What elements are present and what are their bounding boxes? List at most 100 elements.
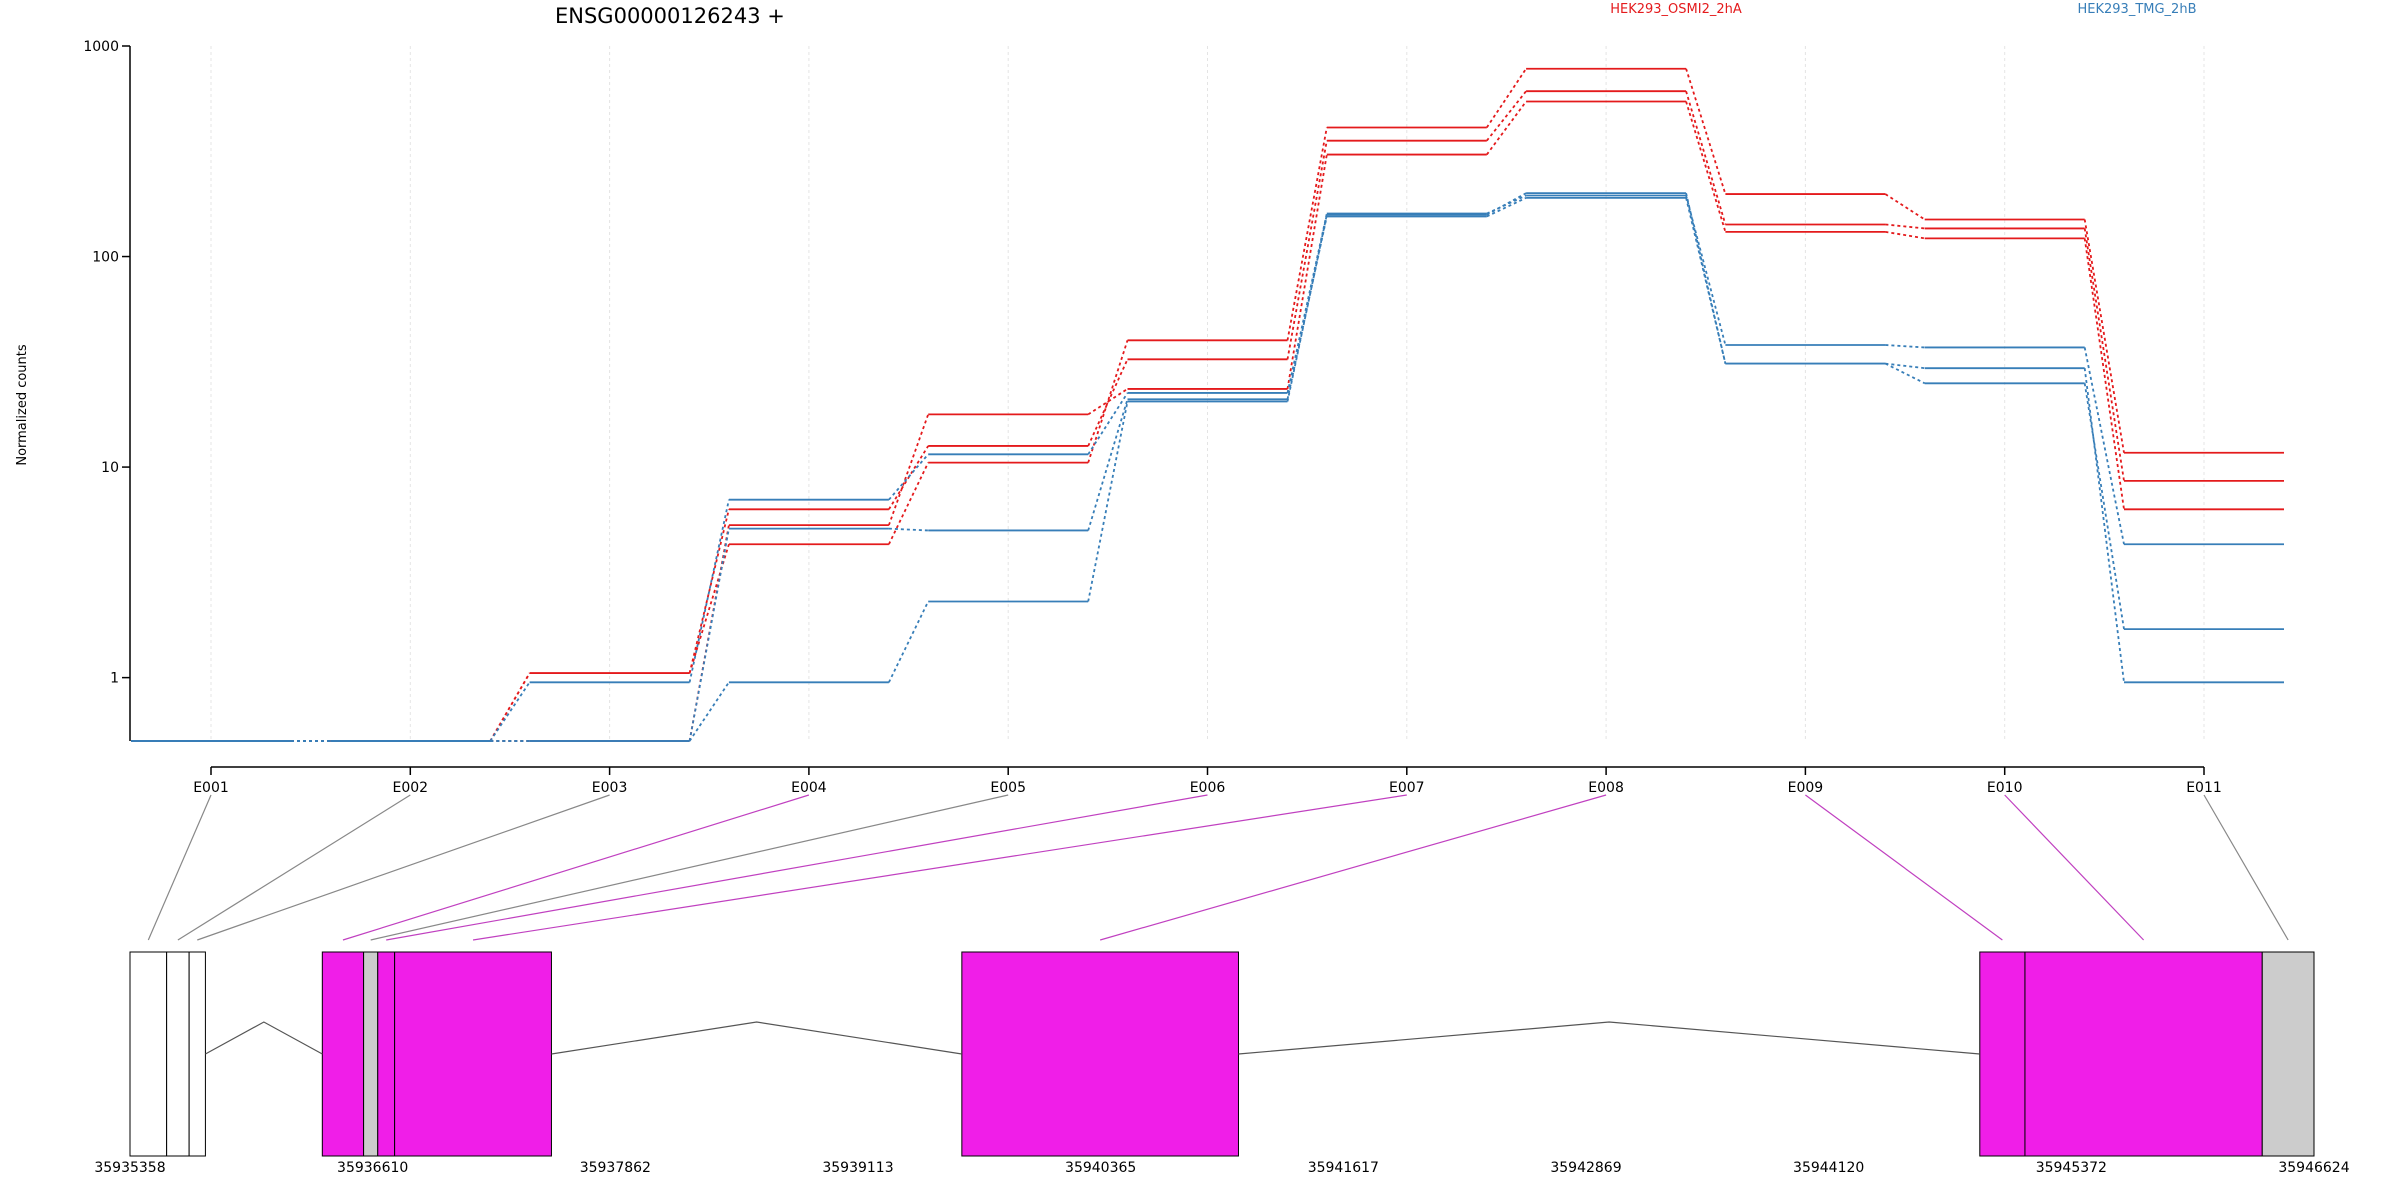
series-connector [2083, 368, 2125, 683]
exon-box [377, 951, 396, 1157]
genomic-coordinate-label: 35946624 [2278, 1160, 2349, 1176]
x-tick-label: E002 [393, 780, 429, 796]
series-connector [1884, 362, 1926, 385]
series-connector [888, 527, 929, 532]
axes: 1 10 100 1000 E001 E002 E003 E004 E005 E006 E007 E0… [83, 39, 2221, 796]
exon-connector-line [342, 794, 810, 941]
series-connector [1087, 358, 1129, 447]
series-connector [489, 672, 531, 742]
series-connector [2083, 238, 2125, 510]
series-connector [688, 528, 730, 742]
x-tick-label: E009 [1788, 780, 1824, 796]
series-connector [1885, 223, 1925, 230]
series-connector [1486, 100, 1527, 156]
series-connector [2083, 228, 2125, 482]
genomic-coordinate-label: 35945372 [2036, 1160, 2107, 1176]
exon-box [363, 951, 379, 1157]
genomic-coordinate-label: 35936610 [337, 1160, 408, 1176]
series-connector [1087, 398, 1129, 531]
exon-box [2261, 951, 2315, 1157]
exon-connector-line [197, 794, 610, 941]
series-connector [1087, 388, 1128, 416]
series-connector [1685, 192, 1727, 364]
series-connector [1685, 195, 1727, 346]
exon-connectors [147, 794, 2289, 941]
series-connector [888, 462, 930, 545]
x-tick-label: E007 [1389, 780, 1425, 796]
series-connector [1885, 230, 1925, 240]
series-connector [1884, 193, 1926, 221]
genomic-coordinate-label: 35939113 [822, 1160, 893, 1176]
series-connector [1885, 344, 1925, 349]
intron-line [205, 1021, 323, 1055]
chart-title: ENSG00000126243 + [555, 4, 785, 28]
series-connector [2083, 383, 2125, 630]
series-connector [688, 681, 730, 742]
y-axis-label: Normalized counts [15, 344, 30, 466]
series-connector [1685, 101, 1727, 233]
x-tick-label: E005 [990, 780, 1026, 796]
series-connector [1087, 392, 1129, 455]
intron-line [1238, 1021, 1980, 1055]
series-connector [1286, 214, 1328, 402]
y-tick-label: 10 [101, 460, 119, 476]
series-connector [888, 414, 930, 526]
x-tick-label: E008 [1588, 780, 1624, 796]
gridlines [210, 46, 2205, 741]
exon-box [188, 951, 206, 1157]
series-lines [131, 67, 2284, 742]
x-tick-label: E011 [2186, 780, 2222, 796]
series-connector [688, 543, 730, 674]
x-tick-label: E001 [193, 780, 229, 796]
series-connector [489, 681, 531, 742]
series-connector [1685, 197, 1727, 364]
series-connector [1685, 68, 1727, 195]
y-tick-label: 100 [92, 250, 119, 266]
series-connector [1286, 213, 1328, 394]
genomic-coordinate-label: 35942869 [1550, 1160, 1621, 1176]
series-connector [1685, 90, 1727, 225]
series-connector [1286, 140, 1328, 360]
exon-connector-line [1099, 794, 1607, 941]
series-connector [1885, 362, 1925, 370]
series-connector [888, 601, 930, 683]
genomic-coordinate-label: 35944120 [1793, 1160, 1864, 1176]
x-tick-label: E003 [592, 780, 628, 796]
series-connector [1286, 127, 1328, 341]
legend-entry-tmg: HEK293_TMG_2hB [2078, 2, 2197, 17]
exon-box [394, 951, 552, 1157]
exon-connector-line [386, 794, 1208, 941]
exon-connector-line [2004, 794, 2145, 941]
exon-box [129, 951, 168, 1157]
y-tick-label: 1 [110, 671, 119, 687]
intron-line [551, 1021, 962, 1055]
series-connector [1486, 192, 1527, 216]
exon-connector-line [1805, 794, 2003, 941]
x-tick-label: E006 [1190, 780, 1226, 796]
exon-connector-line [370, 794, 1009, 941]
x-tick-label: E004 [791, 780, 827, 796]
gene-model: 35935358 35936610 35937862 35939113 35940365… [94, 951, 2350, 1176]
series-connector [888, 453, 929, 501]
series-connector [1486, 90, 1527, 142]
y-tick-label: 1000 [83, 39, 119, 55]
exon-connector-line [2203, 794, 2289, 941]
exon-connector-line [472, 794, 1407, 941]
series-connector [1486, 197, 1527, 218]
genomic-coordinate-label: 35941617 [1308, 1160, 1379, 1176]
genomic-coordinate-label: 35935358 [94, 1160, 165, 1176]
series-connector [888, 445, 929, 510]
series-connector [1087, 401, 1129, 602]
legend-entry-osmi2: HEK293_OSMI2_2hA [1610, 2, 1742, 17]
exon-box [961, 951, 1239, 1157]
exon-box [2024, 951, 2263, 1157]
series-connector [688, 509, 730, 674]
exon-box [1979, 951, 2026, 1157]
x-tick-label: E010 [1987, 780, 2023, 796]
exon-connector-line [147, 794, 212, 941]
genomic-coordinate-label: 35940365 [1065, 1160, 1136, 1176]
series-connector [688, 499, 730, 683]
genomic-coordinate-label: 35937862 [580, 1160, 651, 1176]
series-connector [1286, 154, 1328, 390]
